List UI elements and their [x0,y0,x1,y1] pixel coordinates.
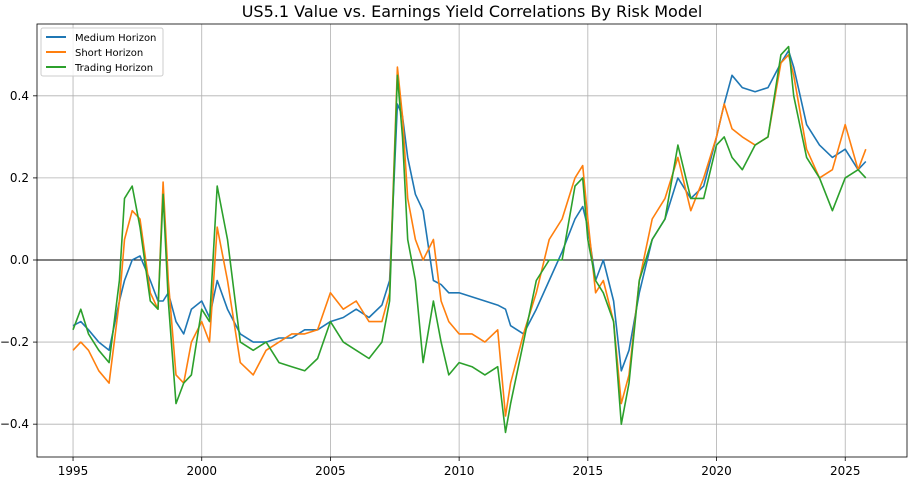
legend-label-medium-horizon: Medium Horizon [75,33,156,44]
y-tick-label: −0.2 [0,335,29,349]
y-tick-label: 0.2 [10,171,29,185]
series-line-short-horizon [72,53,867,417]
x-tick-label: 1995 [58,464,89,478]
tick-layer: 1995 2000 2005 2010 2015 2020 2025 −0.4 −0.2 0.0 0… [0,89,860,478]
legend-label-short-horizon: Short Horizon [75,48,143,59]
y-tick-label: −0.4 [0,417,29,431]
chart-title: US5.1 Value vs. Earnings Yield Correlati… [242,2,703,21]
legend: Medium Horizon Short Horizon Trading Hor… [40,27,164,77]
series-line-trading-horizon [72,45,867,434]
x-tick-label: 2010 [444,464,475,478]
x-tick-label: 2000 [186,464,217,478]
x-tick-label: 2005 [315,464,346,478]
legend-label-trading-horizon: Trading Horizon [74,63,153,74]
plot-frame [36,23,908,458]
y-tick-label: 0.0 [10,253,29,267]
series-layer [72,45,867,434]
x-tick-label: 2020 [701,464,732,478]
x-tick-label: 2025 [830,464,861,478]
legend-box [40,27,164,77]
y-tick-label: 0.4 [10,89,29,103]
x-tick-label: 2015 [573,464,604,478]
